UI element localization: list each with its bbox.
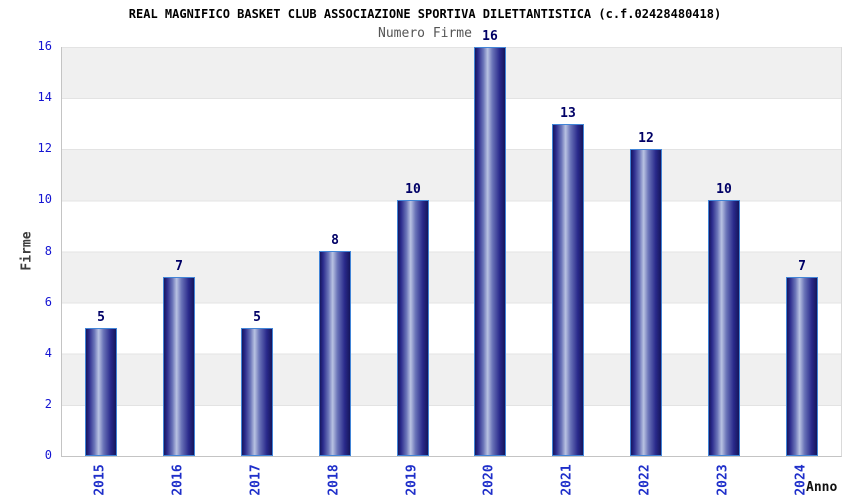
y-tick-label: 8 <box>44 243 52 258</box>
bar-2018 <box>319 251 351 456</box>
bar-value-label: 10 <box>405 182 421 197</box>
bar-2021 <box>552 124 584 456</box>
y-tick-label: 2 <box>44 396 52 411</box>
plot-area: 5 7 5 8 10 16 13 12 10 7 <box>61 29 842 457</box>
bar-value-label: 7 <box>798 259 806 274</box>
bar-2022 <box>630 149 662 456</box>
x-tick-label-2016: 2016 <box>170 464 186 496</box>
bar-2024 <box>786 277 818 456</box>
bar-2015 <box>85 328 117 456</box>
y-tick-label: 10 <box>37 192 52 207</box>
x-tick-label-2023: 2023 <box>715 464 731 496</box>
bar-2016 <box>163 277 195 456</box>
bar-value-label: 5 <box>97 310 105 325</box>
y-tick-label: 16 <box>37 39 52 53</box>
chart-subtitle: Numero Firme <box>378 26 472 41</box>
bar-value-label: 10 <box>716 182 732 197</box>
y-tick-label: 12 <box>37 141 52 156</box>
y-tick-label: 0 <box>44 448 52 462</box>
y-tick-label: 14 <box>37 90 52 105</box>
bar-2023 <box>708 200 740 456</box>
bar-value-label: 5 <box>253 310 261 325</box>
x-axis-title: Anno <box>806 480 838 495</box>
bar-value-label: 13 <box>560 106 576 121</box>
y-tick-label: 4 <box>44 345 52 360</box>
bar-value-label: 7 <box>175 259 183 274</box>
chart-title: REAL MAGNIFICO BASKET CLUB ASSOCIAZIONE … <box>128 7 722 21</box>
bar-value-label: 8 <box>331 233 339 248</box>
x-tick-label-2020: 2020 <box>481 464 497 496</box>
bar-value-label: 16 <box>482 29 498 44</box>
bar-2019 <box>397 200 429 456</box>
bar-2017 <box>241 328 273 456</box>
x-tick-label-2018: 2018 <box>326 464 342 496</box>
bar-value-label: 12 <box>638 131 654 146</box>
x-tick-label-2017: 2017 <box>248 464 264 496</box>
y-tick-label: 6 <box>44 294 52 309</box>
x-tick-label-2021: 2021 <box>559 464 575 496</box>
x-tick-label-2022: 2022 <box>637 464 653 496</box>
x-tick-label-2015: 2015 <box>92 464 108 496</box>
x-tick-label-2019: 2019 <box>404 464 420 496</box>
bar-2020 <box>474 47 506 456</box>
